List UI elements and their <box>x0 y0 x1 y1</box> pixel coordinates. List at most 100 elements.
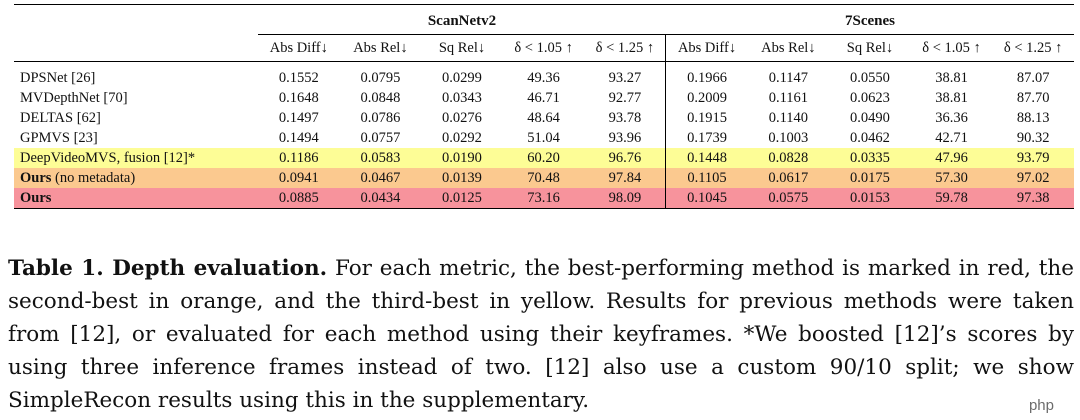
scannet-value-cell: 49.36 <box>527 70 560 86</box>
scannet-value-cell: 0.0125 <box>442 190 482 206</box>
scannet-value-cell: 51.04 <box>527 130 560 146</box>
sevenscenes-value-cell: 57.30 <box>935 170 968 186</box>
metric-header: Abs Diff↓ <box>258 34 340 62</box>
sevenscenes-value-cell: 0.1147 <box>768 70 809 86</box>
scannet-value-cell: 92.77 <box>608 90 642 106</box>
sevenscenes-value-cell: 0.1105 <box>665 168 748 188</box>
table-row: MVDepthNet [70] 0.1648 0.0848 0.0343 46.71 92… <box>14 88 1074 108</box>
sevenscenes-value-cell: 97.02 <box>1016 170 1050 186</box>
sevenscenes-value-cell: 38.81 <box>935 90 968 106</box>
scannet-value-cell: 73.16 <box>527 190 560 206</box>
scannet-value-cell: 0.0139 <box>442 170 482 186</box>
method-cell: GPMVS [23] <box>14 128 258 148</box>
method-name: DeepVideoMVS, fusion [12]* <box>20 150 196 166</box>
scannet-value-cell: 0.1494 <box>278 130 319 146</box>
sevenscenes-value-cell: 0.0462 <box>850 130 890 146</box>
depth-evaluation-table: ScanNetv2 7Scenes Abs Diff↓ Abs Rel↓ Sq … <box>14 4 1074 211</box>
results-table-container: ScanNetv2 7Scenes Abs Diff↓ Abs Rel↓ Sq … <box>14 4 1074 211</box>
sevenscenes-value-cell: 0.0623 <box>850 90 890 106</box>
scannet-value-cell: 0.0786 <box>360 110 401 126</box>
metric-header-row: Abs Diff↓ Abs Rel↓ Sq Rel↓ δ < 1.05 ↑ δ … <box>14 34 1074 62</box>
scannet-value-cell: 0.0343 <box>442 90 482 106</box>
table-caption: Table 1. Depth evaluation. For each metr… <box>8 252 1074 417</box>
sevenscenes-value-cell: 0.1448 <box>665 148 748 168</box>
scannet-value-cell: 96.76 <box>608 150 642 166</box>
scannet-value-cell: 0.0276 <box>442 110 482 126</box>
sevenscenes-value-cell: 0.1003 <box>768 130 809 146</box>
method-cell: DPSNet [26] <box>14 62 258 89</box>
sevenscenes-value-cell: 0.1966 <box>665 61 748 88</box>
scannet-value-cell: 0.0757 <box>360 130 401 146</box>
sevenscenes-value-cell: 0.0575 <box>768 190 809 206</box>
metric-header: Sq Rel↓ <box>421 34 503 62</box>
sevenscenes-value-cell: 36.36 <box>935 110 968 126</box>
sevenscenes-value-cell: 0.0335 <box>850 150 890 166</box>
caption-body: For each metric, the best-performing met… <box>8 256 1075 413</box>
table-row: Ours (no metadata) 0.0941 0.0467 0.0139 70.4… <box>14 168 1074 188</box>
scannet-value-cell: 0.0885 <box>278 190 319 206</box>
scannet-group-header: ScanNetv2 <box>258 8 666 35</box>
scannet-value-cell: 93.27 <box>608 70 642 86</box>
table-row: DPSNet [26] 0.1552 0.0795 0.0299 49.36 93.27 0… <box>14 61 1074 89</box>
scannet-value-cell: 48.64 <box>527 110 560 126</box>
sevenscenes-value-cell: 0.1739 <box>665 128 748 148</box>
watermark: php <box>1028 397 1054 414</box>
sevenscenes-value-cell: 90.32 <box>1016 130 1050 146</box>
sevenscenes-value-cell: 0.0175 <box>850 170 890 186</box>
scannet-value-cell: 0.0292 <box>442 130 482 146</box>
sevenscenes-value-cell: 0.1161 <box>768 90 809 106</box>
sevenscenes-value-cell: 97.38 <box>1016 190 1050 206</box>
dataset-header-row: ScanNetv2 7Scenes <box>14 8 1074 35</box>
scannet-value-cell: 0.0941 <box>278 170 319 186</box>
sevenscenes-value-cell: 0.0490 <box>850 110 890 126</box>
method-name: Ours <box>20 170 52 186</box>
sevenscenes-group-header: 7Scenes <box>665 8 1074 35</box>
method-name: MVDepthNet [70] <box>20 90 128 106</box>
method-cell: Ours (no metadata) <box>14 168 258 188</box>
sevenscenes-value-cell: 87.70 <box>1016 90 1050 106</box>
scannet-value-cell: 0.0190 <box>442 150 482 166</box>
sevenscenes-value-cell: 0.2009 <box>665 88 748 108</box>
sevenscenes-value-cell: 38.81 <box>935 70 968 86</box>
scannet-value-cell: 0.0583 <box>360 150 401 166</box>
sevenscenes-value-cell: 59.78 <box>935 190 968 206</box>
metric-header: Abs Rel↓ <box>747 34 830 62</box>
table-row: Ours 0.0885 0.0434 0.0125 73.16 98.09 0.1045 0.… <box>14 188 1074 209</box>
sevenscenes-value-cell: 87.07 <box>1016 70 1050 86</box>
method-name: Ours <box>20 190 52 206</box>
bottom-rule <box>14 208 1074 211</box>
table-row: DELTAS [62] 0.1497 0.0786 0.0276 48.64 93.78 0… <box>14 108 1074 128</box>
sevenscenes-value-cell: 47.96 <box>935 150 968 166</box>
sevenscenes-value-cell: 93.79 <box>1016 150 1050 166</box>
metric-header: Sq Rel↓ <box>829 34 911 62</box>
table-row: GPMVS [23] 0.1494 0.0757 0.0292 51.04 93.96 0.… <box>14 128 1074 148</box>
sevenscenes-value-cell: 0.1045 <box>665 188 748 209</box>
method-cell: Ours <box>14 188 258 209</box>
sevenscenes-value-cell: 0.0550 <box>850 70 890 86</box>
scannet-value-cell: 60.20 <box>527 150 560 166</box>
method-name: DELTAS [62] <box>20 110 101 126</box>
scannet-value-cell: 0.1186 <box>279 150 319 166</box>
metric-header: δ < 1.25 ↑ <box>584 34 666 62</box>
table-body: DPSNet [26] 0.1552 0.0795 0.0299 49.36 93.27 0… <box>14 61 1074 209</box>
sevenscenes-value-cell: 88.13 <box>1016 110 1050 126</box>
metric-header: Abs Rel↓ <box>339 34 422 62</box>
metric-header: δ < 1.05 ↑ <box>502 34 585 62</box>
scannet-value-cell: 98.09 <box>608 190 642 206</box>
scannet-value-cell: 0.0434 <box>360 190 401 206</box>
scannet-value-cell: 0.1552 <box>278 70 319 86</box>
sevenscenes-value-cell: 0.1915 <box>665 108 748 128</box>
method-name: DPSNet [26] <box>20 70 96 86</box>
sevenscenes-value-cell: 0.0828 <box>768 150 809 166</box>
scannet-value-cell: 0.0467 <box>360 170 401 186</box>
sevenscenes-value-cell: 0.1140 <box>768 110 809 126</box>
method-name: GPMVS [23] <box>20 130 98 146</box>
scannet-value-cell: 46.71 <box>527 90 560 106</box>
method-cell: MVDepthNet [70] <box>14 88 258 108</box>
metric-header: Abs Diff↓ <box>665 34 748 62</box>
metric-header: δ < 1.05 ↑ <box>910 34 993 62</box>
scannet-value-cell: 97.84 <box>608 170 642 186</box>
scannet-value-cell: 0.0848 <box>360 90 401 106</box>
scannet-value-cell: 70.48 <box>527 170 560 186</box>
sevenscenes-value-cell: 0.0153 <box>850 190 890 206</box>
